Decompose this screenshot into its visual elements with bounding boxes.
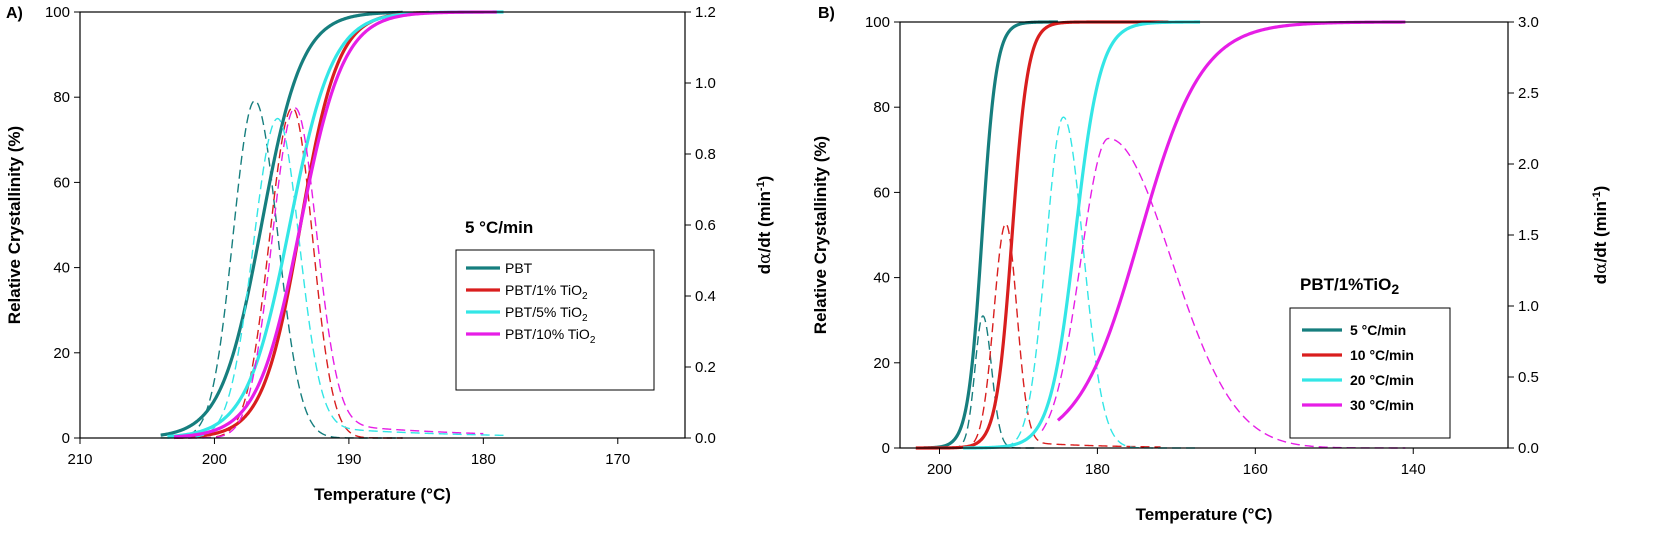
rate-curve-4 xyxy=(174,107,484,439)
y-right-tick-label: 0.6 xyxy=(695,217,716,234)
legend-title-base: PBT/1%TiO xyxy=(1300,275,1391,294)
y-right-title-alpha: α xyxy=(1591,262,1611,274)
legend-title: PBT/1%TiO2 xyxy=(1300,275,1399,297)
legend-entry-4: PBT/10% TiO2 xyxy=(505,326,596,346)
legend-title: 5 °C/min xyxy=(465,218,533,237)
y-right-tick-label: 0.0 xyxy=(1518,440,1539,457)
legend-entry-4: 30 °C/min xyxy=(1350,397,1414,413)
x-axis: 210 200 190 180 170 xyxy=(67,438,630,468)
legend-title-sub: 2 xyxy=(1391,281,1399,297)
legend-entry-1: PBT xyxy=(505,260,533,276)
y-left-tick-label: 40 xyxy=(53,260,70,277)
x-tick-label: 190 xyxy=(336,451,361,468)
y-axis-right-title: dα/dt (min-1) xyxy=(755,176,775,275)
x-tick-label: 210 xyxy=(67,451,92,468)
x-tick-label: 180 xyxy=(471,451,496,468)
y-axis-right-title: dα/dt (min-1) xyxy=(1591,186,1611,285)
y-right-tick-label: 1.0 xyxy=(1518,298,1539,315)
legend-entry-sub: 2 xyxy=(582,291,588,302)
y-right-title-exp: -1 xyxy=(755,181,767,191)
y-left-tick-label: 0 xyxy=(62,430,70,447)
y-right-tick-label: 1.2 xyxy=(695,4,716,21)
y-right-tick-label: 0.5 xyxy=(1518,369,1539,386)
y-left-tick-label: 60 xyxy=(873,184,890,201)
x-tick-label: 170 xyxy=(605,451,630,468)
legend-entry-base: 10 °C/min xyxy=(1350,347,1414,363)
legend-entry-3: 20 °C/min xyxy=(1350,372,1414,388)
y-right-title-end: ) xyxy=(755,176,774,182)
legend-entry-base: 5 °C/min xyxy=(1350,322,1406,338)
y-right-title-end: ) xyxy=(1591,186,1610,192)
y-right-tick-label: 2.5 xyxy=(1518,85,1539,102)
legend-entry-sub: 2 xyxy=(590,335,596,346)
y-right-tick-label: 3.0 xyxy=(1518,14,1539,31)
y-left-tick-label: 40 xyxy=(873,270,890,287)
rate-curve-2 xyxy=(919,222,1161,449)
y-right-title-exp: -1 xyxy=(1591,191,1603,201)
y-axis-left-title: Relative Crystallinity (%) xyxy=(5,126,24,324)
x-axis-title: Temperature (°C) xyxy=(314,485,451,504)
x-tick-label: 200 xyxy=(927,461,952,478)
y-axis-left: 0 20 40 60 80 100 xyxy=(865,14,900,457)
y-right-tick-label: 1.0 xyxy=(695,75,716,92)
y-right-tick-label: 0.8 xyxy=(695,146,716,163)
y-axis-left-title: Relative Crystallinity (%) xyxy=(811,136,830,334)
y-left-tick-label: 80 xyxy=(53,89,70,106)
y-left-tick-label: 80 xyxy=(873,99,890,116)
legend-entry-base: 20 °C/min xyxy=(1350,372,1414,388)
y-right-title-alpha: α xyxy=(755,252,775,264)
y-left-tick-label: 0 xyxy=(882,440,890,457)
y-right-tick-label: 0.0 xyxy=(695,430,716,447)
x-axis: 200 180 160 140 xyxy=(927,448,1426,478)
legend-entry-base: PBT/5% TiO xyxy=(505,304,582,320)
legend-box xyxy=(455,249,655,391)
legend-entry-1: 5 °C/min xyxy=(1350,322,1406,338)
legend-entry-3: PBT/5% TiO2 xyxy=(505,304,588,324)
y-left-tick-label: 100 xyxy=(45,4,70,21)
panel-label: A) xyxy=(6,5,23,22)
y-left-tick-label: 100 xyxy=(865,14,890,31)
y-right-tick-label: 0.2 xyxy=(695,359,716,376)
legend-entry-2: PBT/1% TiO2 xyxy=(505,282,588,302)
y-left-tick-label: 20 xyxy=(53,345,70,362)
legend-entry-base: PBT/1% TiO xyxy=(505,282,582,298)
y-right-title-mid: /dt (min xyxy=(1591,201,1610,262)
y-right-title-d: d xyxy=(755,264,774,274)
series-group xyxy=(160,10,504,440)
x-tick-label: 200 xyxy=(202,451,227,468)
x-axis-title: Temperature (°C) xyxy=(1136,505,1273,524)
rate-curve-3 xyxy=(963,116,1201,449)
y-left-tick-label: 20 xyxy=(873,355,890,372)
panel-label: B) xyxy=(818,5,835,22)
legend-entry-base: PBT xyxy=(505,260,533,276)
y-right-tick-label: 1.5 xyxy=(1518,227,1539,244)
y-axis-right: 0.0 0.2 0.4 0.6 0.8 1.0 1.2 xyxy=(685,4,716,447)
y-right-tick-label: 0.4 xyxy=(695,288,716,305)
conversion-curve-2 xyxy=(915,20,1170,450)
conversion-curve-1 xyxy=(160,10,404,437)
legend-entry-base: PBT/10% TiO xyxy=(505,326,590,342)
chart-panel-b: 200 180 160 140 0 20 40 60 80 100 0.0 0.5 1.0 1.5 2.0 2… xyxy=(811,5,1611,524)
y-right-title-d: d xyxy=(1591,274,1610,284)
y-right-title-mid: /dt (min xyxy=(755,191,774,252)
y-axis-left: 0 20 40 60 80 100 xyxy=(45,4,80,447)
legend-entry-2: 10 °C/min xyxy=(1350,347,1414,363)
y-axis-right: 0.0 0.5 1.0 1.5 2.0 2.5 3.0 xyxy=(1508,14,1539,457)
legend: PBT/1%TiO2 5 °C/min 10 °C/min 20 °C/min 30 °… xyxy=(1289,275,1451,439)
x-tick-label: 160 xyxy=(1243,461,1268,478)
x-tick-label: 140 xyxy=(1401,461,1426,478)
rate-curve-3 xyxy=(167,117,504,439)
chart-panel-a: 210 200 190 180 1700204060801000.00.20.40.60… xyxy=(5,4,775,504)
legend-entry-sub: 2 xyxy=(582,313,588,324)
y-left-tick-label: 60 xyxy=(53,174,70,191)
x-tick-label: 180 xyxy=(1085,461,1110,478)
legend-entry-base: 30 °C/min xyxy=(1350,397,1414,413)
y-right-tick-label: 2.0 xyxy=(1518,156,1539,173)
rate-curve-2 xyxy=(174,107,403,439)
rate-curve-1 xyxy=(923,315,1035,449)
conversion-curve-1 xyxy=(922,20,1060,450)
